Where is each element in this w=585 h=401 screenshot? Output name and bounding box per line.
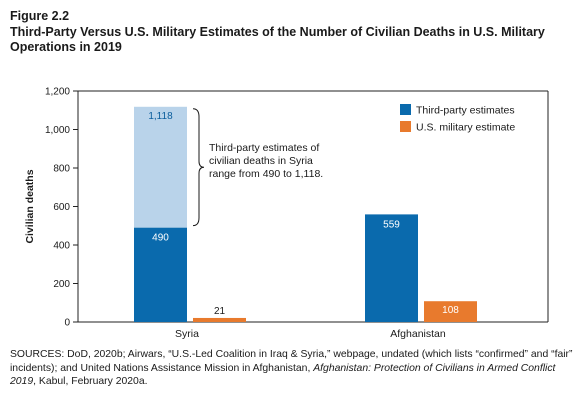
sources-note: SOURCES: DoD, 2020b; Airwars, “U.S.-Led …	[10, 348, 575, 389]
y-tick-label: 400	[53, 241, 70, 252]
sources-text: SOURCES: DoD, 2020b; Airwars, “U.S.-Led …	[10, 349, 573, 374]
y-tick-label: 1,000	[45, 125, 70, 136]
annotation-text-line: civilian deaths in Syria	[209, 155, 313, 167]
annotation-text-line: range from 490 to 1,118.	[209, 168, 323, 180]
y-tick-label: 1,200	[45, 87, 70, 98]
annotation-brace	[192, 108, 205, 227]
figure-title: Third-Party Versus U.S. Military Estimat…	[10, 25, 545, 54]
bar-third-party-afghanistan	[365, 214, 418, 322]
bar-value-label: 21	[214, 306, 226, 317]
x-tick-label: Afghanistan	[390, 328, 446, 340]
bar-value-label: 559	[383, 219, 400, 230]
bar-third-party-syria	[134, 227, 187, 322]
bar-value-label: 108	[442, 305, 459, 316]
legend-label: Third-party estimates	[416, 105, 515, 117]
legend-swatch	[400, 121, 411, 132]
bar-us-military-syria	[193, 317, 246, 322]
y-axis-label: Civilian deaths	[24, 169, 36, 243]
sources-text-end: , Kabul, February 2020a.	[33, 376, 148, 387]
y-tick-label: 800	[53, 164, 70, 175]
legend-swatch	[400, 104, 411, 115]
y-tick-label: 200	[53, 279, 70, 290]
bar-third-party-range-syria	[134, 106, 187, 228]
bar-value-label: 490	[152, 233, 169, 244]
bar-us-military-afghanistan	[424, 301, 477, 322]
annotation-text-line: Third-party estimates of	[209, 142, 319, 154]
legend-label: U.S. military estimate	[416, 122, 515, 134]
x-tick-label: Syria	[175, 328, 199, 340]
bar-chart: 0 200 400 600 800 1,000 1,200 Civilian deaths Sy…	[24, 87, 549, 340]
bar-range-label: 1,118	[148, 111, 173, 122]
y-tick-label: 600	[53, 202, 70, 213]
sources-italic-title: Afghanistan: Protection of Civilians in …	[10, 362, 556, 388]
figure-label: Figure 2.2	[10, 9, 70, 23]
y-tick-label: 0	[64, 318, 70, 329]
